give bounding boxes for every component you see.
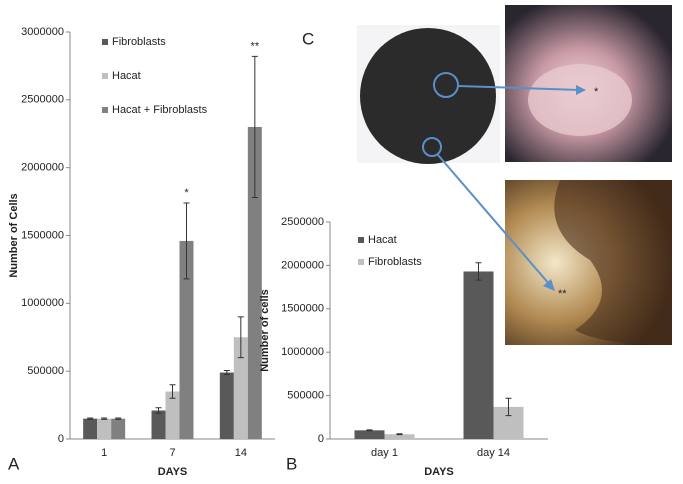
arrow xyxy=(437,154,551,286)
zoom-circle xyxy=(422,137,442,157)
panel-label: C xyxy=(302,29,314,48)
error-bar xyxy=(505,397,512,417)
legend-swatch xyxy=(102,39,108,45)
bar xyxy=(219,372,234,439)
y-tick-label: 1000000 xyxy=(281,346,324,358)
error-bar xyxy=(475,262,482,281)
y-tick-label: 3000000 xyxy=(21,26,64,38)
photo-annotation: * xyxy=(594,86,599,98)
arrow xyxy=(457,85,581,91)
y-axis-label: Number of cells xyxy=(259,289,271,372)
legend-swatch xyxy=(102,73,108,79)
panel-label: B xyxy=(286,454,297,473)
y-tick-label: 0 xyxy=(318,433,324,445)
y-axis-label: Number of Cells xyxy=(8,193,20,277)
annotation: * xyxy=(184,187,189,199)
photos: * ** xyxy=(357,5,672,345)
bar xyxy=(247,126,262,439)
legend-label: Hacat + Fibroblasts xyxy=(112,104,208,116)
error-bar xyxy=(366,429,373,432)
y-tick-label: 0 xyxy=(58,433,64,445)
y-tick-label: 500000 xyxy=(27,365,64,377)
x-tick-label: day 14 xyxy=(477,447,510,459)
legend-swatch xyxy=(102,107,108,113)
error-bar xyxy=(169,384,176,399)
error-bar xyxy=(237,316,244,359)
error-bar xyxy=(396,433,403,436)
shadow xyxy=(505,180,672,345)
y-tick-label: 500000 xyxy=(287,390,324,402)
bar xyxy=(151,410,166,439)
annotation: ** xyxy=(251,40,260,52)
y-tick-label: 1500000 xyxy=(21,229,64,241)
bar xyxy=(384,434,415,439)
x-tick-label: day 1 xyxy=(371,447,398,459)
bar xyxy=(179,240,194,439)
y-tick-label: 1000000 xyxy=(21,297,64,309)
legend-label: Fibroblasts xyxy=(368,256,422,268)
panel-label: A xyxy=(8,454,20,473)
legend-label: Hacat xyxy=(112,70,141,82)
error-bar xyxy=(87,417,94,420)
x-tick-label: 1 xyxy=(101,447,107,459)
y-tick-label: 2500000 xyxy=(21,94,64,106)
y-tick-label: 1500000 xyxy=(281,303,324,315)
error-bar xyxy=(101,417,108,420)
scaffold xyxy=(360,28,496,164)
error-bar xyxy=(155,407,162,414)
error-bar xyxy=(115,417,122,420)
bar xyxy=(111,418,126,439)
bar xyxy=(233,337,248,439)
zoom-circle xyxy=(433,72,459,98)
bar xyxy=(165,391,180,439)
error-bar xyxy=(183,202,190,280)
bar xyxy=(97,418,112,439)
arrow-head xyxy=(576,85,586,95)
y-tick-label: 2500000 xyxy=(281,216,324,228)
bar xyxy=(354,430,385,439)
legend-label: Fibroblasts xyxy=(112,36,166,48)
photo-annotation: ** xyxy=(558,288,567,300)
bar xyxy=(463,271,494,439)
x-tick-label: 14 xyxy=(235,447,247,459)
legend-swatch xyxy=(358,237,364,243)
error-bar xyxy=(251,55,258,199)
y-tick-label: 2000000 xyxy=(281,259,324,271)
bar xyxy=(83,418,98,439)
legend-label: Hacat xyxy=(368,234,397,246)
pore xyxy=(528,64,632,136)
x-tick-label: 7 xyxy=(169,447,175,459)
x-axis-label: DAYS xyxy=(158,466,188,478)
arrow-head xyxy=(543,279,555,291)
error-bar xyxy=(223,369,230,376)
y-tick-label: 2000000 xyxy=(21,162,64,174)
x-axis-label: DAYS xyxy=(424,466,454,478)
legend-swatch xyxy=(358,259,364,265)
